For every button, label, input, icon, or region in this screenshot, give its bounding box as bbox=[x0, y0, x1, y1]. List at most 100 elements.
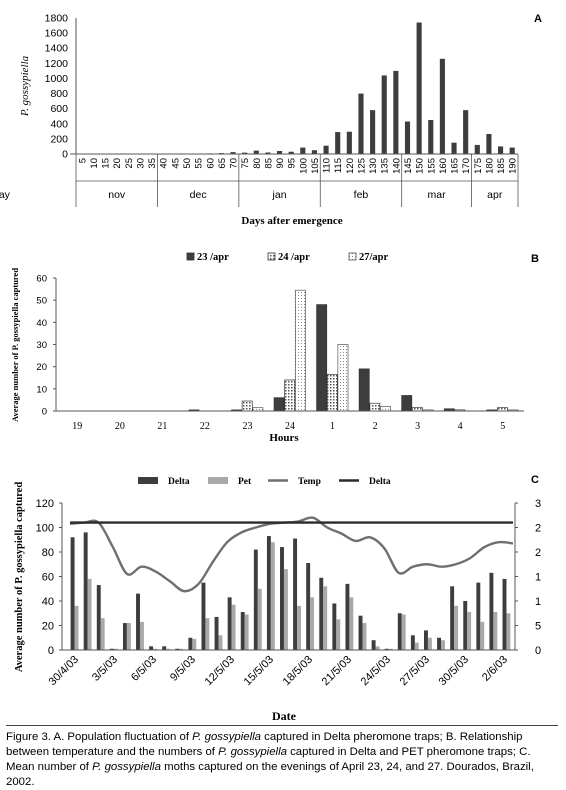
a-xtick-label: 20 bbox=[112, 158, 123, 169]
c-bar-pet bbox=[205, 618, 209, 650]
c-ytick-label: 120 bbox=[36, 498, 54, 510]
c-bar-pet bbox=[127, 623, 131, 650]
a-xtick-label: 40 bbox=[159, 158, 170, 169]
c-bar-pet bbox=[362, 623, 366, 650]
a-xtick-label: 5 bbox=[77, 158, 88, 163]
a-bar bbox=[498, 146, 503, 154]
c-right-ytick-label: 2 bbox=[535, 547, 541, 559]
b-xtick-label: 22 bbox=[200, 421, 210, 432]
c-xtick-label: 6/5/03 bbox=[129, 654, 159, 684]
b-legend-label: 23 /apr bbox=[197, 252, 229, 263]
c-right-ytick-label: 0 bbox=[535, 645, 541, 657]
a-ytick-label: 1400 bbox=[45, 43, 69, 55]
c-right-ytick-label: 2 bbox=[535, 523, 541, 535]
c-legend-label: Delta bbox=[369, 477, 391, 487]
a-month-label: may bbox=[0, 189, 11, 201]
c-legend-label: Pet bbox=[238, 477, 252, 487]
c-bar-delta bbox=[411, 635, 415, 650]
b-bar bbox=[380, 407, 390, 411]
b-xtick-label: 3 bbox=[415, 421, 420, 432]
c-xtick-label: 30/4/03 bbox=[47, 654, 81, 688]
c-bar-delta bbox=[280, 547, 284, 650]
a-bar bbox=[347, 132, 352, 154]
b-bar bbox=[285, 380, 295, 411]
b-xtick-label: 2 bbox=[373, 421, 378, 432]
c-ytick-label: 40 bbox=[42, 596, 54, 608]
a-bar bbox=[475, 145, 480, 154]
b-bar bbox=[274, 398, 284, 411]
b-bar bbox=[295, 290, 305, 411]
a-xtick-label: 10 bbox=[89, 158, 100, 169]
panel-a-ylabel: P. gossypiella bbox=[19, 55, 31, 117]
b-legend-swatch bbox=[349, 253, 356, 260]
a-bar bbox=[428, 120, 433, 154]
a-ytick-label: 600 bbox=[50, 103, 68, 115]
c-xtick-label: 30/5/03 bbox=[437, 654, 471, 688]
c-temp-line bbox=[70, 518, 513, 592]
c-bar-pet bbox=[454, 606, 458, 650]
c-bar-delta bbox=[149, 646, 153, 650]
c-bar-delta bbox=[489, 573, 493, 650]
a-xtick-label: 135 bbox=[380, 158, 391, 174]
b-bar bbox=[370, 403, 380, 411]
caption-species-2: P. gossypiella bbox=[218, 746, 287, 758]
a-bar bbox=[312, 150, 317, 154]
c-right-ytick-label: 1 bbox=[535, 572, 541, 584]
b-ytick-label: 10 bbox=[36, 384, 47, 395]
a-xtick-label: 105 bbox=[310, 158, 321, 174]
c-bar-delta bbox=[437, 638, 441, 650]
b-ytick-label: 0 bbox=[42, 407, 47, 418]
b-ytick-label: 40 bbox=[36, 318, 47, 329]
c-bar-pet bbox=[415, 643, 419, 650]
b-xtick-label: 5 bbox=[500, 421, 505, 432]
c-bar-delta bbox=[254, 550, 258, 650]
panel-c-letter: C bbox=[531, 474, 539, 486]
a-xtick-label: 25 bbox=[124, 158, 135, 169]
b-bar bbox=[338, 345, 348, 412]
c-bar-delta bbox=[188, 638, 192, 650]
b-ytick-label: 20 bbox=[36, 362, 47, 373]
b-xtick-label: 23 bbox=[242, 421, 252, 432]
b-xtick-label: 24 bbox=[285, 421, 295, 432]
c-legend-label: Delta bbox=[168, 477, 190, 487]
c-bar-pet bbox=[493, 612, 497, 650]
panel-a-letter: A bbox=[534, 13, 542, 25]
b-xtick-label: 20 bbox=[115, 421, 125, 432]
c-bar-delta bbox=[476, 583, 480, 650]
c-bar-pet bbox=[349, 597, 353, 650]
a-month-label: dec bbox=[190, 189, 207, 201]
c-xtick-label: 12/5/03 bbox=[203, 654, 237, 688]
c-bar-delta bbox=[71, 537, 75, 650]
c-bar-delta bbox=[503, 579, 507, 650]
a-xtick-label: 50 bbox=[182, 158, 193, 169]
c-xtick-label: 24/5/03 bbox=[359, 654, 393, 688]
c-bar-pet bbox=[467, 612, 471, 650]
c-bar-pet bbox=[428, 638, 432, 650]
a-xtick-label: 175 bbox=[473, 158, 484, 174]
a-ytick-label: 1600 bbox=[45, 28, 69, 40]
c-bar-delta bbox=[228, 597, 232, 650]
c-bar-delta bbox=[359, 616, 363, 650]
c-bar-pet bbox=[441, 640, 445, 650]
a-bar bbox=[486, 134, 491, 154]
a-bar bbox=[510, 148, 515, 154]
c-bar-delta bbox=[84, 532, 88, 650]
a-month-label: jan bbox=[272, 189, 287, 201]
a-xtick-label: 130 bbox=[368, 158, 379, 174]
c-bar-delta bbox=[463, 601, 467, 650]
b-legend-swatch bbox=[268, 253, 275, 260]
a-bar bbox=[417, 23, 422, 154]
c-bar-pet bbox=[232, 605, 236, 650]
a-bar bbox=[382, 75, 387, 154]
b-legend-label: 27/apr bbox=[359, 252, 389, 263]
a-bar bbox=[335, 132, 340, 154]
c-ytick-label: 100 bbox=[36, 523, 54, 535]
figure-caption: Figure 3. A. Population fluctuation of P… bbox=[6, 725, 558, 788]
c-bar-pet bbox=[101, 618, 105, 650]
